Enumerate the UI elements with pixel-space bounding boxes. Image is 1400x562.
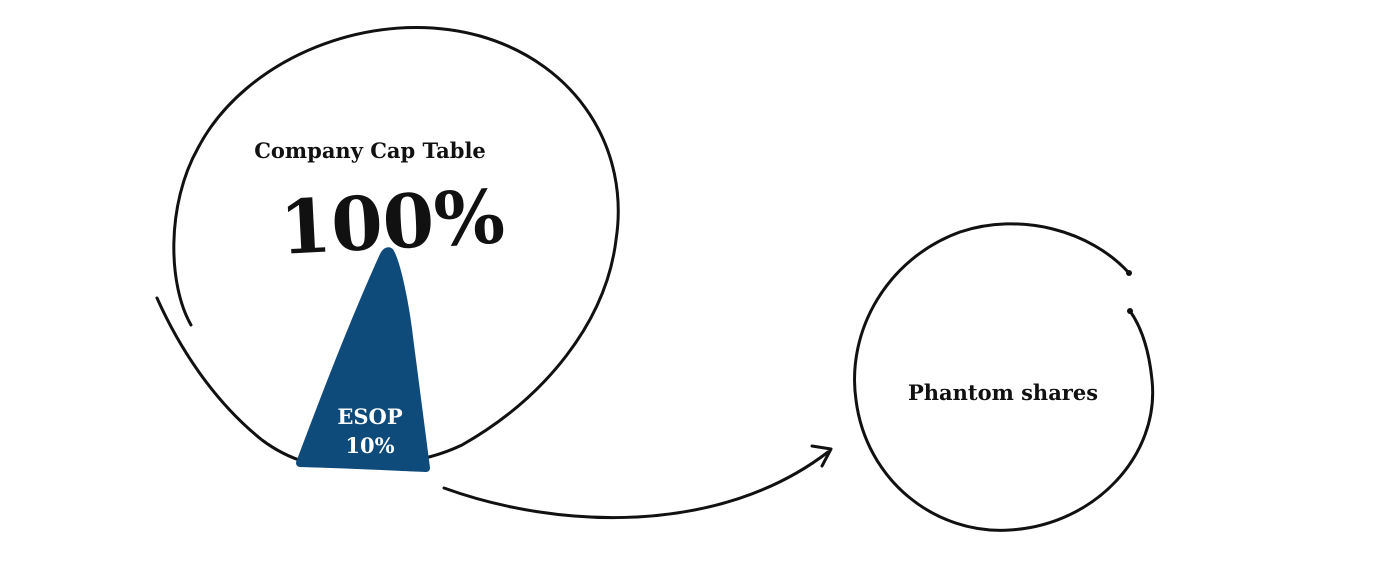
company-cap-table-title: Company Cap Table xyxy=(254,138,486,163)
connector-arrow xyxy=(442,450,830,520)
esop-percent: 10% xyxy=(345,433,394,458)
esop-label: ESOP xyxy=(337,404,402,429)
phantom-circle-end-b xyxy=(1127,308,1133,314)
arrowhead xyxy=(810,444,833,468)
phantom-shares-label: Phantom shares xyxy=(908,380,1098,405)
esop-wedge xyxy=(296,247,430,472)
company-circle-tail xyxy=(155,296,307,464)
phantom-circle-end-a xyxy=(1126,270,1132,276)
company-circle xyxy=(172,26,620,467)
company-percent: 100% xyxy=(278,174,507,272)
phantom-circle xyxy=(853,222,1155,532)
